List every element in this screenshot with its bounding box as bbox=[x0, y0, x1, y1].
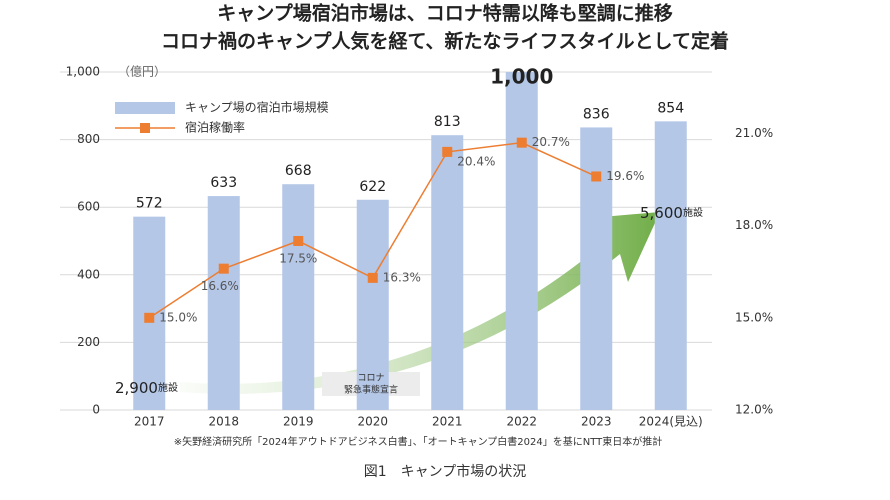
x-tick-label: 2022 bbox=[506, 415, 537, 429]
bar-value-label: 854 bbox=[657, 100, 684, 116]
bar bbox=[505, 72, 538, 410]
chart-title: コロナ禍のキャンプ人気を経て、新たなライフスタイルとして定着 bbox=[161, 30, 729, 53]
y-tick-label: 0 bbox=[92, 403, 100, 417]
note-text: コロナ bbox=[357, 373, 384, 384]
y-tick-label: 800 bbox=[77, 132, 100, 146]
y-unit: （億円） bbox=[118, 65, 166, 79]
bar bbox=[282, 184, 315, 410]
rate-value-label: 16.6% bbox=[201, 279, 239, 293]
rate-value-label: 20.4% bbox=[457, 154, 495, 168]
rate-value-label: 19.6% bbox=[606, 169, 644, 183]
rate-marker bbox=[367, 272, 378, 283]
annotation-value: 2,900 bbox=[115, 379, 158, 397]
annotation: 5,600施設 bbox=[640, 204, 703, 222]
y2-tick-label: 21.0% bbox=[735, 126, 773, 140]
bar-value-label: 633 bbox=[210, 175, 237, 191]
bar bbox=[356, 199, 389, 410]
rate-value-label: 20.7% bbox=[532, 135, 570, 149]
y-tick-label: 600 bbox=[77, 200, 100, 214]
rate-marker bbox=[218, 263, 229, 274]
chart-title: キャンプ場宿泊市場は、コロナ特需以降も堅調に推移 bbox=[217, 2, 672, 25]
bar-value-label: 836 bbox=[583, 106, 610, 122]
y-tick-label: 200 bbox=[77, 335, 100, 349]
bar-value-label: 572 bbox=[136, 196, 163, 212]
rate-marker bbox=[516, 137, 527, 148]
note-text: 緊急事態宣言 bbox=[344, 384, 398, 396]
y-tick-label: 400 bbox=[77, 267, 100, 281]
rate-marker bbox=[442, 146, 453, 157]
bar-value-label: 813 bbox=[434, 114, 461, 130]
annotation-unit: 施設 bbox=[683, 206, 703, 219]
rate-marker bbox=[144, 312, 155, 323]
x-tick-label: 2019 bbox=[283, 415, 314, 429]
legend-swatch bbox=[115, 102, 175, 114]
y-tick-label: 1,000 bbox=[66, 65, 100, 79]
x-tick-label: 2020 bbox=[357, 415, 388, 429]
y2-tick-label: 12.0% bbox=[735, 403, 773, 417]
x-tick-label: 2018 bbox=[208, 415, 239, 429]
rate-marker bbox=[591, 171, 602, 182]
y2-tick-label: 18.0% bbox=[735, 218, 773, 232]
source-note: ※矢野経済研究所「2024年アウトドアビジネス白書」、「オートキャンプ白書202… bbox=[174, 435, 663, 448]
legend-label: キャンプ場の宿泊市場規模 bbox=[185, 100, 329, 115]
bar bbox=[654, 121, 687, 411]
x-tick-label: 2024(見込) bbox=[639, 415, 703, 429]
legend-marker bbox=[140, 123, 150, 133]
bar bbox=[431, 135, 464, 410]
rate-value-label: 17.5% bbox=[279, 252, 317, 266]
rate-value-label: 15.0% bbox=[159, 310, 197, 324]
annotation: 2,900施設 bbox=[115, 379, 178, 397]
rate-marker bbox=[293, 236, 304, 246]
y2-tick-label: 15.0% bbox=[735, 310, 773, 324]
bar-value-label: 1,000 bbox=[490, 65, 553, 89]
x-tick-label: 2017 bbox=[134, 415, 165, 429]
caption: 図1 キャンプ市場の状況 bbox=[364, 463, 527, 480]
bar-value-label: 622 bbox=[359, 179, 386, 195]
rate-value-label: 16.3% bbox=[383, 270, 421, 284]
bar bbox=[207, 196, 240, 410]
annotation-unit: 施設 bbox=[158, 381, 178, 394]
annotation-value: 5,600 bbox=[640, 204, 683, 222]
x-tick-label: 2021 bbox=[432, 415, 463, 429]
bar-value-label: 668 bbox=[285, 163, 312, 179]
x-tick-label: 2023 bbox=[581, 415, 612, 429]
legend-label: 宿泊稼働率 bbox=[185, 120, 245, 135]
